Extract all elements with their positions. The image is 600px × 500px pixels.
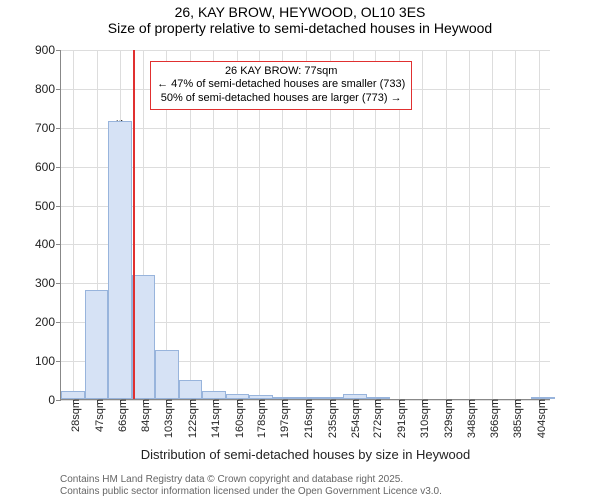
ytick-label: 700 <box>35 121 61 135</box>
ytick-label: 500 <box>35 199 61 213</box>
plot-region: Number of semi-detached properties Distr… <box>60 50 550 400</box>
histogram-bar <box>202 391 226 399</box>
ytick-label: 200 <box>35 315 61 329</box>
histogram-bar <box>273 397 297 399</box>
xtick-label: 178sqm <box>250 399 268 438</box>
xtick-label: 66sqm <box>111 399 129 432</box>
xtick-label: 291sqm <box>390 399 408 438</box>
footer-attribution: Contains HM Land Registry data © Crown c… <box>60 474 442 498</box>
gridline-v <box>73 50 74 399</box>
histogram-bar <box>531 397 555 399</box>
chart-title-line1: 26, KAY BROW, HEYWOOD, OL10 3ES <box>0 4 600 20</box>
footer-line2: Contains public sector information licen… <box>60 486 442 498</box>
histogram-bar <box>108 121 132 399</box>
histogram-bar <box>249 395 273 399</box>
xtick-label: 28sqm <box>64 399 82 432</box>
footer-line1: Contains HM Land Registry data © Crown c… <box>60 474 442 486</box>
xtick-label: 122sqm <box>181 399 199 438</box>
histogram-bar <box>179 380 203 399</box>
xtick-label: 404sqm <box>530 399 548 438</box>
gridline-v <box>492 50 493 399</box>
xtick-label: 160sqm <box>228 399 246 438</box>
gridline-v <box>469 50 470 399</box>
ytick-label: 800 <box>35 82 61 96</box>
gridline-v <box>515 50 516 399</box>
gridline-v <box>446 50 447 399</box>
ytick-label: 400 <box>35 237 61 251</box>
annotation-line: 26 KAY BROW: 77sqm <box>157 65 405 79</box>
annotation-line: 50% of semi-detached houses are larger (… <box>157 92 405 106</box>
xtick-label: 310sqm <box>413 399 431 438</box>
ytick-label: 300 <box>35 276 61 290</box>
chart-title-line2: Size of property relative to semi-detach… <box>0 20 600 36</box>
xtick-label: 47sqm <box>88 399 106 432</box>
chart-area: Number of semi-detached properties Distr… <box>60 50 570 420</box>
histogram-bar <box>226 394 250 399</box>
annotation-box: 26 KAY BROW: 77sqm← 47% of semi-detached… <box>150 61 412 110</box>
histogram-bar <box>320 397 344 399</box>
histogram-bar <box>61 391 85 399</box>
ytick-label: 0 <box>48 393 61 407</box>
xtick-label: 366sqm <box>483 399 501 438</box>
xtick-label: 329sqm <box>437 399 455 438</box>
ytick-label: 900 <box>35 43 61 57</box>
xtick-label: 197sqm <box>273 399 291 438</box>
annotation-line: ← 47% of semi-detached houses are smalle… <box>157 78 405 92</box>
xtick-label: 254sqm <box>344 399 362 438</box>
xtick-label: 84sqm <box>134 399 152 432</box>
gridline-v <box>539 50 540 399</box>
xtick-label: 103sqm <box>157 399 175 438</box>
property-marker-line <box>133 50 135 399</box>
histogram-bar <box>155 350 179 399</box>
xtick-label: 141sqm <box>204 399 222 438</box>
xtick-label: 348sqm <box>460 399 478 438</box>
xtick-label: 235sqm <box>321 399 339 438</box>
histogram-bar <box>296 397 320 399</box>
chart-title-block: 26, KAY BROW, HEYWOOD, OL10 3ES Size of … <box>0 0 600 36</box>
histogram-bar <box>85 290 109 399</box>
histogram-bar <box>367 397 391 399</box>
xtick-label: 385sqm <box>506 399 524 438</box>
gridline-v <box>422 50 423 399</box>
ytick-label: 600 <box>35 160 61 174</box>
histogram-bar <box>343 394 367 399</box>
xtick-label: 272sqm <box>366 399 384 438</box>
xtick-label: 216sqm <box>297 399 315 438</box>
x-axis-label: Distribution of semi-detached houses by … <box>141 447 471 462</box>
ytick-label: 100 <box>35 354 61 368</box>
histogram-bar <box>132 275 156 399</box>
